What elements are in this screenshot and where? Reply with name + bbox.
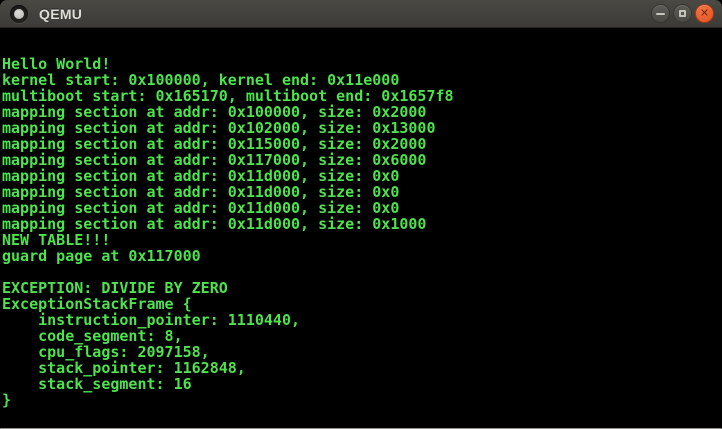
terminal-line: mapping section at addr: 0x115000, size:… <box>2 135 427 153</box>
terminal-line: instruction_pointer: 1110440, <box>2 311 301 329</box>
terminal-line: EXCEPTION: DIVIDE BY ZERO <box>2 279 228 297</box>
terminal-line: mapping section at addr: 0x11d000, size:… <box>2 183 400 201</box>
terminal-line <box>2 264 722 280</box>
window-title: QEMU <box>39 5 83 22</box>
minimize-button[interactable] <box>651 4 670 23</box>
window-controls: ✕ <box>651 4 714 23</box>
terminal-line: mapping section at addr: 0x117000, size:… <box>2 151 427 169</box>
close-button[interactable]: ✕ <box>695 4 714 23</box>
terminal-line: Hello World! <box>2 55 111 73</box>
terminal-line: mapping section at addr: 0x11d000, size:… <box>2 215 427 233</box>
terminal-line: mapping section at addr: 0x102000, size:… <box>2 119 436 137</box>
terminal-line: code_segment: 8, <box>2 327 183 345</box>
terminal-line: ExceptionStackFrame { <box>2 295 192 313</box>
terminal-line: cpu_flags: 2097158, <box>2 343 210 361</box>
minimize-icon <box>656 12 665 15</box>
terminal-line: stack_pointer: 1162848, <box>2 359 246 377</box>
terminal-line: mapping section at addr: 0x11d000, size:… <box>2 199 400 217</box>
window-menu-icon[interactable] <box>10 4 28 23</box>
terminal-line: mapping section at addr: 0x11d000, size:… <box>2 167 400 185</box>
terminal-line: } <box>2 391 12 409</box>
terminal-line: multiboot start: 0x165170, multiboot end… <box>2 87 454 105</box>
titlebar[interactable]: QEMU ✕ <box>0 0 722 28</box>
terminal-line: mapping section at addr: 0x100000, size:… <box>2 103 427 121</box>
terminal-line: NEW TABLE!!! <box>2 231 111 249</box>
maximize-icon <box>679 10 686 17</box>
terminal-line: guard page at 0x117000 <box>2 247 201 265</box>
terminal-screen[interactable]: Hello World! kernel start: 0x100000, kern… <box>0 28 722 428</box>
close-icon: ✕ <box>699 6 710 20</box>
terminal-line: kernel start: 0x100000, kernel end: 0x11… <box>2 71 400 89</box>
terminal-line: stack_segment: 16 <box>2 375 192 393</box>
maximize-button[interactable] <box>673 4 692 23</box>
